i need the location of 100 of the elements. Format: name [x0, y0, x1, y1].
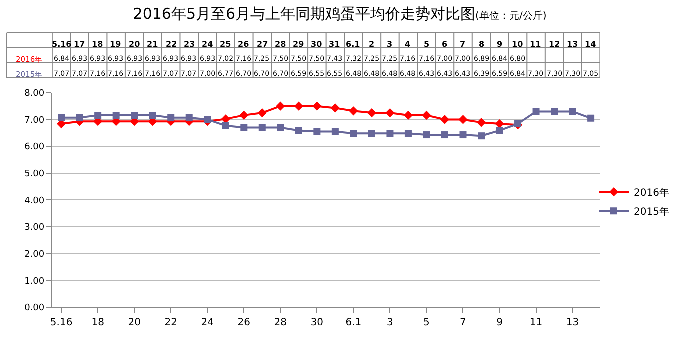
y-tick-label: 0.00 — [24, 304, 45, 314]
category-label: 18 — [92, 317, 104, 328]
point — [94, 112, 102, 119]
point — [149, 112, 156, 119]
point — [314, 128, 321, 136]
category-label: 20 — [128, 317, 141, 328]
x-tick-label: 23 — [184, 40, 196, 49]
category-label: 26 — [238, 317, 251, 328]
point — [58, 114, 66, 122]
point — [240, 110, 249, 120]
y-tick-label: 5.00 — [24, 170, 45, 180]
category-label: 3 — [387, 317, 394, 328]
point — [476, 118, 486, 128]
point — [496, 127, 504, 134]
x-tick-label: 31 — [329, 40, 341, 49]
y-tick-label: 4.00 — [24, 196, 45, 206]
point — [186, 114, 193, 122]
x-tick-label: 22 — [166, 40, 178, 49]
point — [350, 130, 358, 138]
x-tick-label: 18 — [92, 40, 104, 49]
x-tick-label: 26 — [238, 40, 250, 49]
x-tick-label: 20 — [129, 40, 141, 49]
x-tick-label: 11 — [530, 40, 542, 49]
point — [276, 102, 286, 111]
x-tick-label: 10 — [512, 40, 524, 49]
point — [131, 112, 138, 119]
x-tick-label: 12 — [549, 40, 560, 49]
category-label: 6.1 — [346, 317, 362, 328]
x-tick-label: 5 — [424, 40, 430, 49]
point — [458, 115, 468, 124]
point — [240, 124, 248, 132]
y-tick-label: 8.00 — [24, 89, 45, 100]
point — [404, 110, 414, 120]
x-tick-label: 2 — [369, 40, 375, 49]
x-tick-label: 29 — [293, 40, 305, 49]
category-label: 5 — [424, 317, 430, 328]
point — [532, 108, 540, 116]
y-tick-label: 3.00 — [24, 223, 45, 234]
legend-label: 2015年 — [634, 206, 670, 218]
x-tick-label: 8 — [479, 40, 485, 49]
point — [368, 130, 376, 138]
x-tick-label: 6.1 — [346, 40, 361, 49]
point — [258, 108, 267, 118]
category-label: 22 — [164, 317, 178, 328]
x-tick-label: 3 — [387, 40, 393, 49]
x-tick-label: 21 — [147, 40, 159, 49]
point — [295, 127, 302, 134]
point — [76, 114, 84, 122]
x-tick-label: 28 — [275, 40, 287, 49]
point — [404, 130, 412, 138]
x-tick-label: 5.16 — [52, 40, 72, 49]
category-label: 9 — [496, 317, 503, 328]
category-label: 13 — [566, 317, 580, 328]
point — [422, 110, 432, 120]
x-tick-label: 17 — [74, 40, 86, 49]
chart-subtitle: (单位：元/公斤) — [476, 10, 547, 22]
point — [349, 106, 358, 116]
point — [569, 108, 576, 116]
y-tick-label: 7.00 — [24, 116, 45, 126]
y-tick-label: 6.00 — [24, 142, 45, 153]
point — [386, 130, 394, 138]
x-tick-label: 19 — [110, 40, 122, 49]
category-label: 30 — [310, 317, 324, 328]
category-label: 11 — [530, 317, 543, 328]
point — [440, 115, 450, 124]
point — [423, 132, 430, 139]
point — [222, 122, 230, 130]
x-tick-label: 13 — [567, 40, 578, 49]
x-tick-label: 9 — [497, 40, 503, 49]
y-tick-label: 1.00 — [24, 276, 45, 287]
point — [367, 108, 377, 118]
category-label: 5.16 — [50, 317, 73, 328]
x-tick-label: 24 — [202, 40, 214, 49]
x-tick-label: 6 — [442, 40, 448, 49]
point — [112, 112, 120, 119]
x-tick-label: 30 — [311, 40, 323, 49]
point — [460, 132, 467, 139]
point — [588, 114, 595, 122]
point — [277, 124, 284, 132]
y-tick-label: 2.00 — [24, 250, 45, 260]
legend-label: 2016年 — [634, 187, 670, 199]
point — [386, 108, 395, 118]
category-label: 7 — [460, 317, 466, 328]
point — [204, 116, 212, 124]
point — [495, 119, 504, 129]
category-label: 24 — [201, 317, 214, 328]
point — [258, 124, 266, 132]
point — [441, 132, 448, 139]
x-tick-label: 27 — [257, 40, 268, 49]
x-tick-label: 4 — [405, 40, 411, 49]
point — [312, 102, 322, 111]
point — [294, 102, 304, 111]
category-label: 28 — [274, 317, 288, 328]
x-tick-label: 7 — [460, 40, 466, 49]
point — [332, 128, 339, 136]
x-tick-label: 25 — [220, 40, 232, 49]
x-tick-label: 14 — [585, 40, 597, 49]
point — [330, 104, 340, 113]
point — [478, 132, 486, 140]
point — [168, 114, 175, 122]
